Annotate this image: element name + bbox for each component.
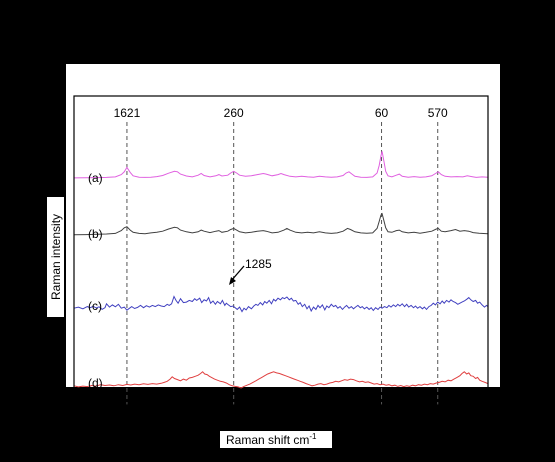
peak-marker-layer: 1621 260 60 570 — [114, 106, 448, 405]
figure-panel — [66, 64, 500, 387]
x-axis-label-box — [220, 431, 332, 448]
x-tick-label-6: 600 — [420, 412, 438, 424]
series-line-2 — [73, 295, 489, 313]
peak-marker-label-3: 570 — [428, 106, 448, 120]
x-tick-label-3: 1200 — [239, 412, 263, 424]
series-label-1: (b) — [88, 227, 103, 241]
x-tick-label-7: 400 — [479, 412, 497, 424]
series-line-3 — [73, 371, 489, 389]
annotation-arrow — [230, 265, 245, 282]
x-tick-label-2: 1400 — [180, 412, 204, 424]
series-label-0: (a) — [88, 171, 103, 185]
series-label-3: (d) — [88, 376, 103, 390]
x-axis-label: Raman shift cm-1 — [226, 432, 317, 447]
peak-marker-label-1: 260 — [224, 106, 244, 120]
peak-marker-label-0: 1621 — [114, 106, 141, 120]
series-line-0 — [73, 151, 489, 179]
series-label-layer: (a) (b) (c) (d) — [88, 171, 103, 390]
x-tick-label-1: 1600 — [121, 412, 145, 424]
x-tick-label-0: 1800 — [62, 412, 86, 424]
x-axis-label-text: Raman shift cm — [226, 433, 309, 447]
plot-frame — [73, 95, 489, 406]
annotation-arrowhead — [229, 277, 236, 285]
series-layer — [73, 151, 489, 389]
x-tick-label-4: 1000 — [298, 412, 322, 424]
x-axis-ticks: 1800 1600 1400 1200 1000 800 600 400 — [62, 400, 497, 424]
series-line-1 — [73, 212, 489, 236]
series-label-2: (c) — [88, 299, 102, 313]
annotation-label: 1285 — [245, 257, 272, 271]
y-axis-label: Raman intensity — [49, 214, 63, 300]
peak-marker-label-2: 60 — [375, 106, 389, 120]
annotation-layer: 1285 — [229, 257, 272, 285]
x-tick-label-5: 800 — [361, 412, 379, 424]
y-axis-label-box — [47, 197, 64, 317]
x-axis-label-exponent: -1 — [309, 432, 317, 441]
